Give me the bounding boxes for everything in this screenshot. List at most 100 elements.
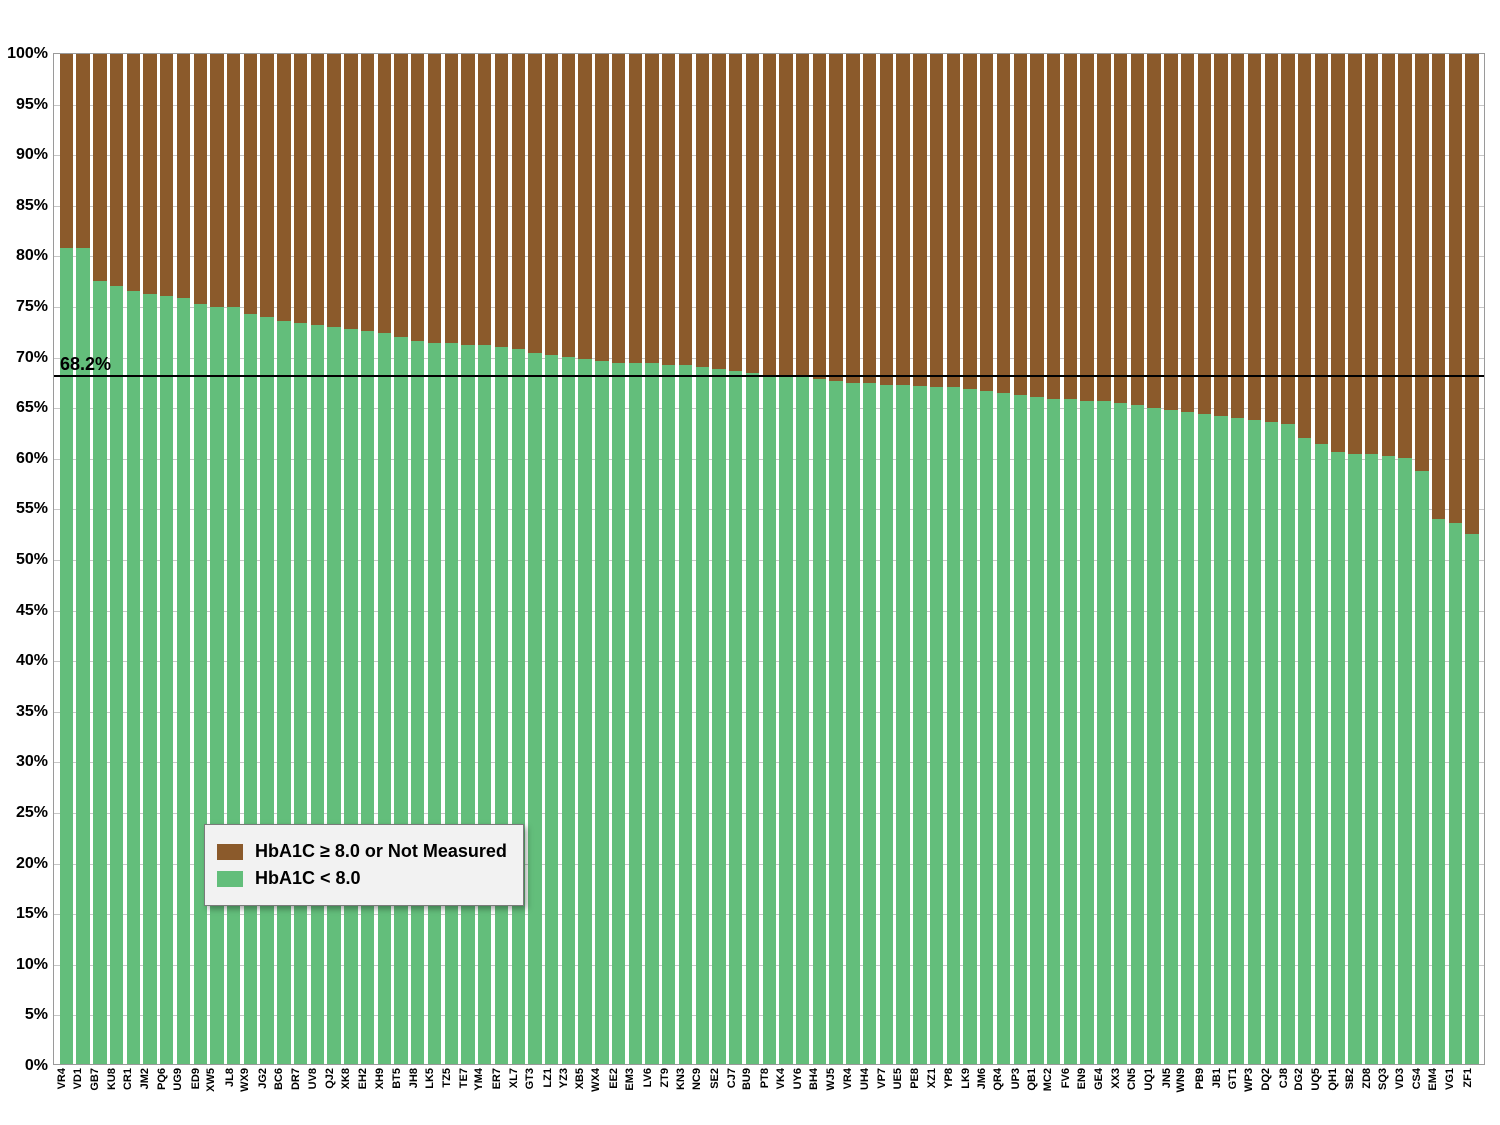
bar-segment-upper: [1432, 54, 1445, 519]
bar-slot: [845, 54, 862, 1064]
x-tick-label: CN5: [1126, 1068, 1138, 1090]
x-tick-label: XW5: [205, 1068, 217, 1092]
bar-segment-lower: [378, 333, 391, 1064]
stacked-bar: [143, 54, 156, 1064]
stacked-bar: [612, 54, 625, 1064]
bar-slot: [861, 54, 878, 1064]
stacked-bar: [1415, 54, 1428, 1064]
bar-segment-lower: [194, 304, 207, 1064]
stacked-bar: [361, 54, 374, 1064]
bar-segment-lower: [1198, 414, 1211, 1064]
bar-slot: [1079, 54, 1096, 1064]
bar-segment-lower: [1047, 399, 1060, 1064]
bar-segment-lower: [1014, 395, 1027, 1064]
stacked-bar: [913, 54, 926, 1064]
bar-segment-upper: [1214, 54, 1227, 416]
bar-segment-upper: [1231, 54, 1244, 418]
y-tick-label: 85%: [16, 197, 48, 215]
x-tick-label: LK5: [424, 1068, 436, 1089]
bar-segment-lower: [813, 379, 826, 1064]
stacked-bar: [712, 54, 725, 1064]
x-tick-label: VD3: [1394, 1068, 1406, 1089]
bar-segment-upper: [210, 54, 223, 307]
bar-segment-lower: [1164, 410, 1177, 1064]
bar-segment-lower: [394, 337, 407, 1064]
x-tick-label: MC2: [1042, 1068, 1054, 1091]
bar-slot: [895, 54, 912, 1064]
bar-slot: [91, 54, 108, 1064]
bar-slot: [209, 54, 226, 1064]
x-tick-label: DG2: [1293, 1068, 1305, 1091]
bar-segment-lower: [1432, 519, 1445, 1064]
stacked-bar: [127, 54, 140, 1064]
x-tick-label: DQ2: [1260, 1068, 1272, 1091]
stacked-bar: [1281, 54, 1294, 1064]
x-tick-label: ZT9: [659, 1068, 671, 1088]
legend: HbA1C ≥ 8.0 or Not MeasuredHbA1C < 8.0: [204, 824, 524, 906]
bar-segment-upper: [461, 54, 474, 345]
stacked-bar: [947, 54, 960, 1064]
bar-slot: [225, 54, 242, 1064]
x-tick-label: XH9: [374, 1068, 386, 1089]
x-tick-label: UG9: [172, 1068, 184, 1091]
bar-slot: [175, 54, 192, 1064]
x-tick-label: TE7: [458, 1068, 470, 1088]
bar-slot: [794, 54, 811, 1064]
x-tick-label: WX4: [590, 1068, 602, 1092]
bar-slot: [660, 54, 677, 1064]
bar-slot: [1112, 54, 1129, 1064]
x-tick-label: CJ7: [726, 1068, 738, 1088]
bar-slot: [543, 54, 560, 1064]
legend-swatch: [217, 871, 243, 887]
x-tick-label: BH4: [808, 1068, 820, 1090]
x-tick-label: QJ2: [324, 1068, 336, 1089]
x-tick-label: EN9: [1076, 1068, 1088, 1089]
bar-slot: [962, 54, 979, 1064]
bar-segment-upper: [930, 54, 943, 387]
stacked-bar: [461, 54, 474, 1064]
bar-segment-lower: [679, 365, 692, 1064]
bar-segment-upper: [1164, 54, 1177, 410]
x-tick-label: QB1: [1026, 1068, 1038, 1091]
bar-segment-upper: [712, 54, 725, 369]
bar-segment-lower: [244, 314, 257, 1064]
x-tick-label: KU8: [106, 1068, 118, 1090]
stacked-bar: [578, 54, 591, 1064]
x-tick-label: WN9: [1175, 1068, 1187, 1092]
bar-slot: [644, 54, 661, 1064]
bar-segment-upper: [1398, 54, 1411, 458]
bar-segment-upper: [1131, 54, 1144, 405]
stacked-bar: [1465, 54, 1478, 1064]
bar-segment-upper: [562, 54, 575, 357]
y-tick-label: 90%: [16, 146, 48, 164]
stacked-bar: [1114, 54, 1127, 1064]
bar-segment-upper: [612, 54, 625, 363]
bar-segment-lower: [495, 347, 508, 1064]
x-tick-label: DR7: [290, 1068, 302, 1090]
bar-slot: [1096, 54, 1113, 1064]
bar-segment-upper: [1097, 54, 1110, 401]
bar-segment-upper: [813, 54, 826, 379]
bar-segment-upper: [545, 54, 558, 355]
bar-segment-lower: [127, 291, 140, 1064]
stacked-bar: [244, 54, 257, 1064]
bar-segment-upper: [913, 54, 926, 386]
bar-segment-upper: [1465, 54, 1478, 534]
stacked-bar: [1231, 54, 1244, 1064]
chart-canvas: 0%5%10%15%20%25%30%35%40%45%50%55%60%65%…: [0, 0, 1500, 1125]
bar-segment-lower: [612, 363, 625, 1064]
x-tick-label: QH1: [1327, 1068, 1339, 1091]
bar-slot: [1246, 54, 1263, 1064]
y-tick-label: 30%: [16, 753, 48, 771]
bar-segment-upper: [1181, 54, 1194, 412]
bar-slot: [1280, 54, 1297, 1064]
stacked-bar: [813, 54, 826, 1064]
bar-slot: [694, 54, 711, 1064]
bar-segment-upper: [1080, 54, 1093, 401]
stacked-bar: [411, 54, 424, 1064]
bar-segment-upper: [679, 54, 692, 365]
bar-slot: [476, 54, 493, 1064]
bars-container: [54, 54, 1484, 1064]
stacked-bar: [746, 54, 759, 1064]
x-tick-label: UP3: [1010, 1068, 1022, 1089]
